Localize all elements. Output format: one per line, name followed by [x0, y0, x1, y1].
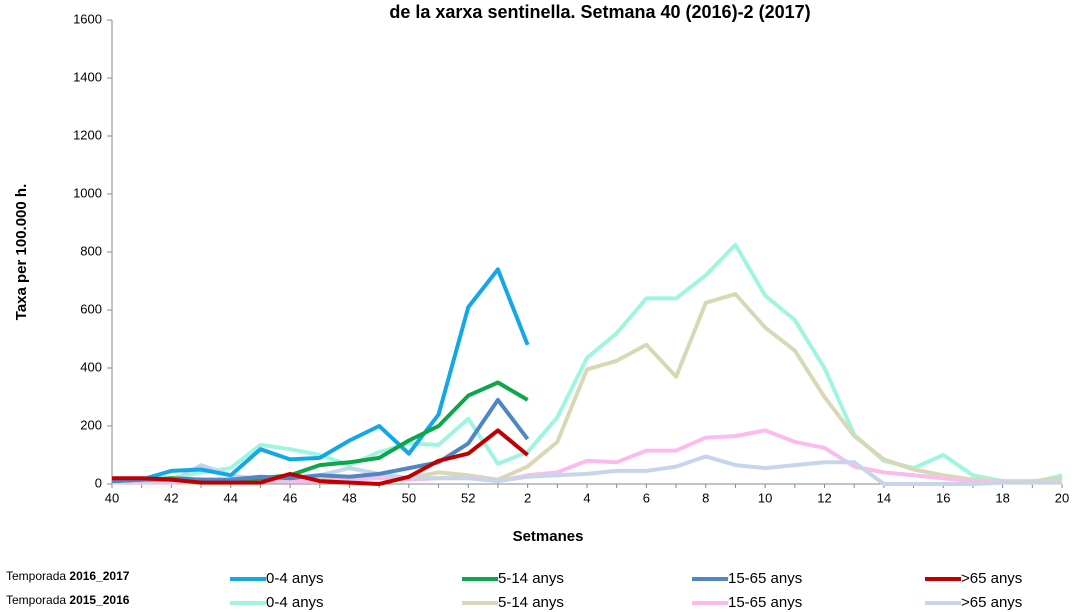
y-tick-label: 1400	[73, 69, 102, 84]
y-tick-label: 800	[80, 243, 102, 258]
y-tick-label: 0	[95, 475, 102, 490]
x-tick-label: 46	[283, 490, 297, 505]
legend-group-label: Temporada 2015_2016	[6, 593, 130, 607]
y-tick-label: 1600	[73, 11, 102, 26]
x-tick-label: 6	[643, 490, 650, 505]
x-tick-label: 14	[877, 490, 891, 505]
x-tick-label: 18	[995, 490, 1009, 505]
x-tick-label: 52	[461, 490, 475, 505]
series-line	[111, 267, 530, 484]
y-tick-label: 400	[80, 359, 102, 374]
x-tick-label: 16	[936, 490, 950, 505]
legend-label: >65 anys	[961, 570, 1022, 587]
x-tick-label: 20	[1055, 490, 1069, 505]
legend-group-prefix: Temporada	[6, 569, 66, 583]
x-tick-label: 40	[105, 490, 119, 505]
legend-group-season: 2015_2016	[69, 593, 129, 607]
x-tick-label: 48	[342, 490, 356, 505]
series-line	[111, 242, 1063, 485]
y-axis-label: Taxa per 100.000 h.	[13, 184, 30, 320]
legend-label: 5-14 anys	[498, 570, 564, 587]
y-tick-label: 600	[80, 301, 102, 316]
y-tick-label: 1200	[73, 127, 102, 142]
y-tick-label: 1000	[73, 185, 102, 200]
x-tick-label: 12	[817, 490, 831, 505]
x-axis-label: Setmanes	[513, 528, 584, 545]
series-line	[111, 380, 529, 484]
x-tick-label: 42	[164, 490, 178, 505]
legend-label: 15-65 anys	[728, 570, 802, 587]
legend-group-label: Temporada 2016_2017	[6, 569, 130, 583]
x-tick-label: 44	[224, 490, 238, 505]
series-line	[112, 428, 529, 486]
y-tick-label: 200	[80, 417, 102, 432]
legend-label: >65 anys	[961, 594, 1022, 611]
x-tick-label: 2	[524, 490, 531, 505]
x-tick-label: 8	[702, 490, 709, 505]
x-tick-label: 50	[402, 490, 416, 505]
chart-title: de la xarxa sentinella. Setmana 40 (2016…	[389, 2, 810, 22]
legend-group-season: 2016_2017	[69, 569, 129, 583]
legend-group-prefix: Temporada	[6, 593, 66, 607]
legend-label: 0-4 anys	[266, 570, 324, 587]
legend-label: 15-65 anys	[728, 594, 802, 611]
x-tick-label: 10	[758, 490, 772, 505]
x-tick-label: 4	[583, 490, 590, 505]
legend-label: 5-14 anys	[498, 594, 564, 611]
legend-label: 0-4 anys	[266, 594, 324, 611]
